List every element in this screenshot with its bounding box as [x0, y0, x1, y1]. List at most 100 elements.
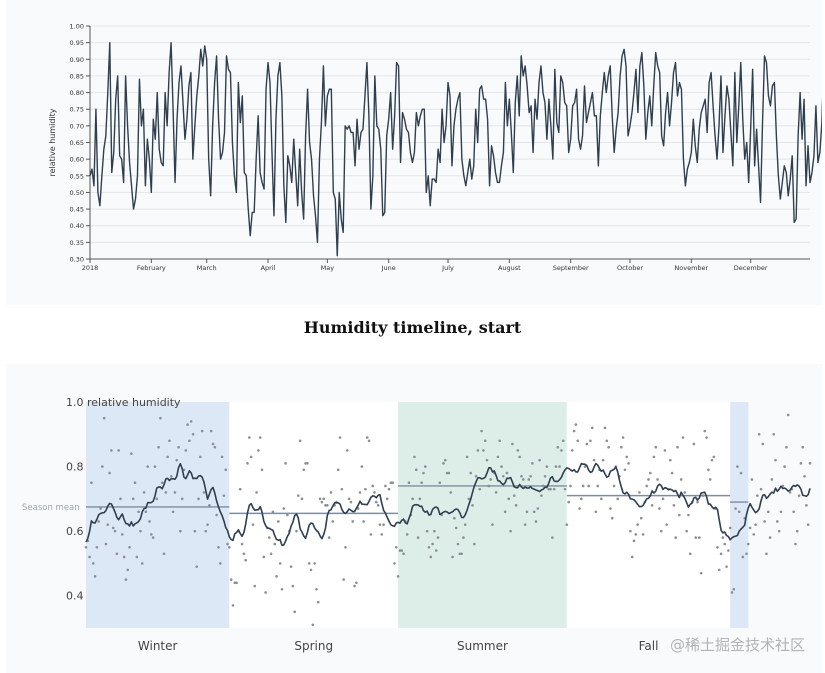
humidity-point: [396, 575, 400, 578]
humidity-point: [99, 507, 102, 510]
humidity-point: [512, 494, 516, 497]
humidity-point: [199, 455, 202, 459]
humidity-point: [177, 445, 180, 449]
humidity-point: [160, 481, 164, 485]
humidity-point: [300, 497, 304, 501]
humidity-point: [592, 458, 596, 462]
humidity-point: [745, 552, 748, 556]
humidity-point: [135, 555, 139, 559]
humidity-point: [574, 423, 578, 426]
humidity-point: [630, 555, 634, 559]
humidity-point: [349, 500, 353, 504]
humidity-point: [416, 536, 420, 539]
humidity-point: [235, 581, 238, 585]
humidity-point: [108, 471, 111, 475]
humidity-point: [443, 458, 447, 462]
humidity-point: [384, 484, 387, 488]
humidity-point: [104, 542, 108, 546]
humidity-point: [540, 494, 543, 497]
humidity-point: [255, 491, 258, 494]
humidity-point: [97, 520, 101, 523]
humidity-point: [777, 529, 781, 533]
humidity-point: [153, 465, 157, 468]
humidity-point: [551, 536, 554, 539]
season-chart-panel: Winter Spring Summer Fall 0.4 0.6 0.8 1.0 relati…: [6, 364, 822, 673]
humidity-point: [202, 491, 206, 494]
humidity-point: [471, 504, 474, 507]
humidity-point: [518, 455, 521, 459]
humidity-point: [91, 562, 95, 565]
humidity-point: [478, 487, 482, 491]
humidity-point: [747, 542, 750, 546]
humidity-point: [603, 426, 607, 430]
humidity-point: [730, 591, 734, 594]
humidity-point: [393, 562, 396, 565]
humidity-point: [331, 520, 335, 523]
humidity-point: [369, 533, 373, 536]
humidity-point: [552, 487, 556, 491]
humidity-point: [365, 436, 369, 439]
season-chart: Winter Spring Summer Fall 0.4 0.6 0.8 1.0 relati…: [22, 396, 812, 653]
humidity-point: [291, 584, 295, 588]
humidity-point: [645, 484, 648, 488]
humidity-point: [565, 523, 569, 526]
humidity-point: [707, 468, 710, 472]
humidity-point: [721, 536, 725, 539]
humidity-point: [336, 468, 340, 472]
humidity-point: [391, 481, 394, 485]
humidity-point: [676, 445, 679, 449]
x-tick-label: May: [321, 264, 335, 272]
humidity-point: [505, 471, 509, 475]
humidity-point: [674, 536, 678, 539]
humidity-point: [765, 552, 768, 556]
humidity-point: [117, 449, 120, 452]
humidity-point: [650, 504, 654, 507]
humidity-point: [612, 484, 616, 488]
humidity-point: [345, 449, 349, 452]
humidity-point: [360, 465, 364, 468]
humidity-point: [463, 523, 467, 526]
humidity-point: [88, 555, 91, 559]
y-tick-label: 0.55: [70, 172, 84, 180]
humidity-point: [496, 455, 500, 459]
humidity-point: [130, 452, 133, 455]
humidity-point: [502, 474, 505, 478]
humidity-point: [418, 497, 422, 501]
humidity-point: [380, 533, 384, 536]
humidity-point: [102, 416, 106, 420]
humidity-point: [525, 510, 529, 514]
humidity-point: [193, 529, 197, 533]
humidity-point: [367, 439, 371, 443]
humidity-point: [251, 523, 255, 526]
humidity-point: [327, 536, 331, 539]
humidity-point: [558, 465, 561, 468]
humidity-point: [209, 429, 213, 433]
humidity-point: [273, 542, 277, 546]
humidity-point: [661, 497, 665, 501]
humidity-point: [191, 432, 195, 436]
humidity-point: [576, 439, 580, 443]
humidity-point: [636, 523, 639, 526]
humidity-point: [467, 497, 471, 501]
humidity-point: [756, 494, 759, 497]
humidity-point: [641, 533, 645, 536]
humidity-point: [124, 578, 128, 581]
humidity-point: [580, 497, 583, 501]
humidity-point: [387, 487, 391, 491]
humidity-point: [761, 442, 765, 446]
humidity-point: [659, 529, 663, 533]
humidity-point: [748, 526, 752, 530]
humidity-point: [244, 558, 247, 562]
humidity-point: [607, 445, 610, 449]
humidity-point: [326, 504, 329, 507]
humidity-point: [609, 507, 612, 510]
humidity-point: [215, 513, 218, 517]
humidity-point: [315, 587, 318, 591]
humidity-point: [581, 484, 585, 488]
humidity-point: [786, 413, 790, 417]
humidity-point: [169, 474, 173, 478]
season-mean-label: Season mean: [22, 503, 80, 513]
humidity-point: [113, 529, 117, 533]
humidity-point: [797, 494, 801, 497]
humidity-point: [238, 487, 242, 491]
